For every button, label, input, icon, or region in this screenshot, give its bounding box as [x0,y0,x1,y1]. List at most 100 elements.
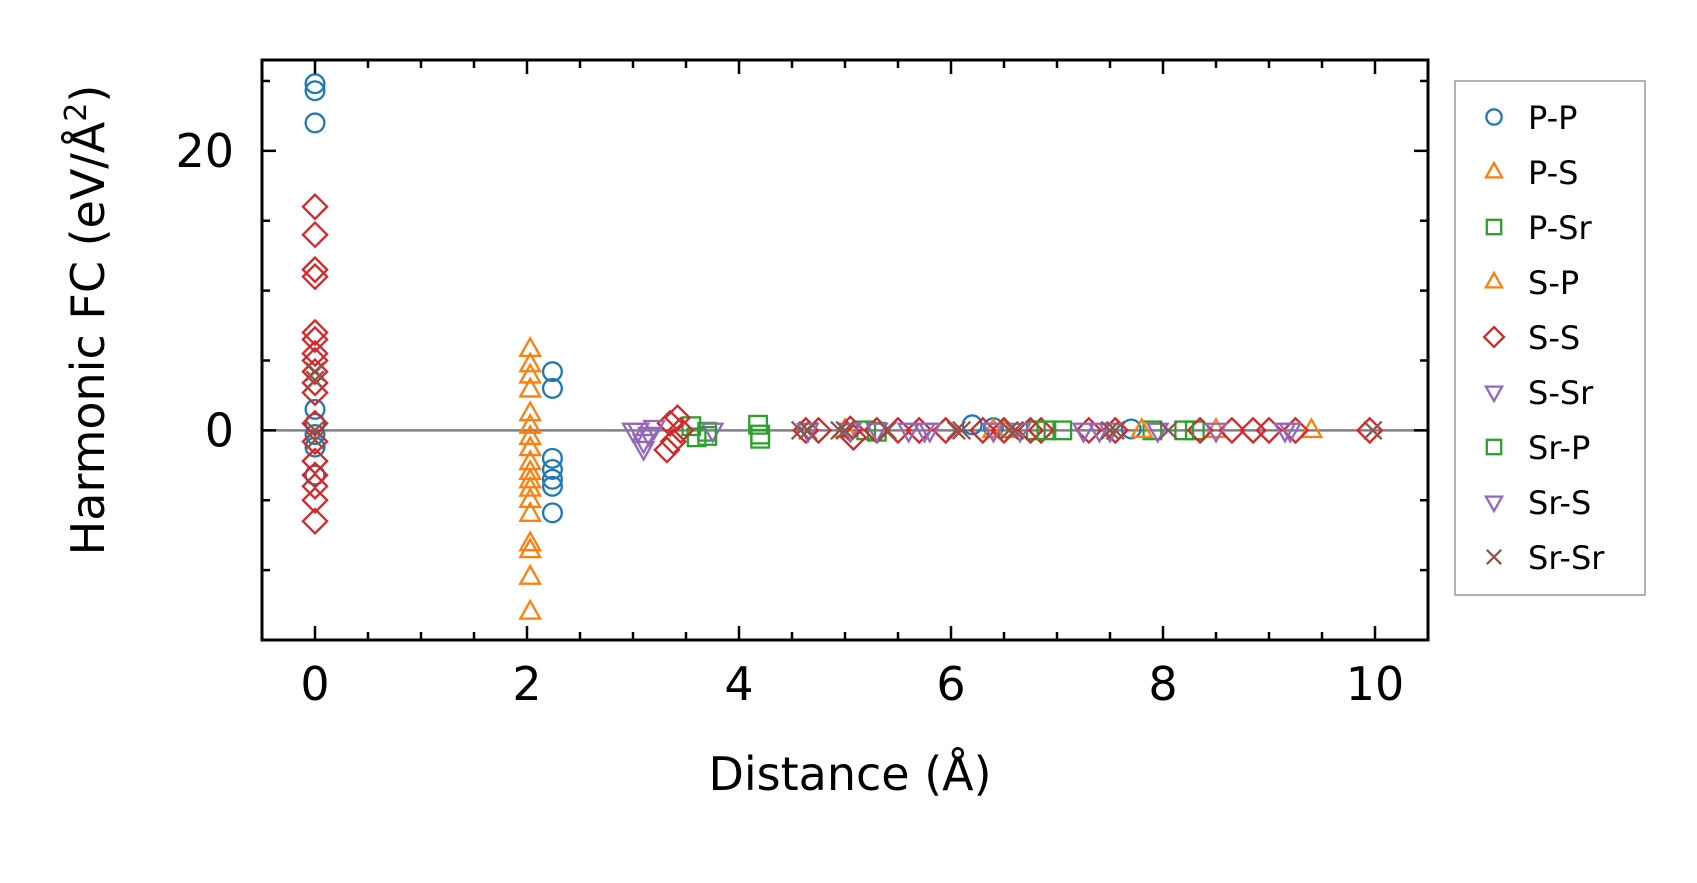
point-s-sr [642,419,667,441]
point-p-p [304,424,326,446]
point-s-s [301,409,329,438]
point-sr-sr [1100,420,1120,440]
point-s-s [301,325,329,354]
point-sr-sr [830,420,850,440]
point-p-p [304,398,326,420]
point-s-sr [896,422,921,444]
point-p-s [518,475,543,497]
point-p-sr [686,427,707,448]
point-sr-sr [1363,420,1383,440]
point-p-s [518,376,543,398]
legend-item-p-p: P-P [1485,99,1577,137]
point-sr-p [1036,420,1057,441]
point-sr-sr [999,420,1019,440]
point-s-s [301,262,329,291]
legend-marker-sr-p [1485,438,1503,456]
legend-item-p-sr: P-Sr [1485,209,1592,247]
legend-marker-s-p [1483,270,1505,289]
legend-item-s-sr: S-Sr [1483,374,1594,412]
point-sr-s [621,422,645,444]
point-sr-sr [1158,420,1178,440]
point-sr-p [697,426,718,446]
point-sr-sr [946,420,966,440]
point-p-p [541,502,563,524]
point-p-p [304,112,326,134]
legend-marker-sr-s [1483,495,1505,514]
point-s-s [653,436,681,464]
legend-item-s-p: S-P [1483,264,1579,302]
legend-label-sr-s: Sr-S [1528,484,1591,522]
point-s-s [969,416,997,445]
legend-label-p-p: P-P [1528,99,1577,137]
point-s-s [301,318,329,347]
point-sr-s [631,440,656,462]
point-p-s [518,412,543,434]
legend-marker-s-sr [1483,385,1505,404]
point-s-s [659,427,688,456]
point-sr-sr [951,420,972,440]
legend-marker-p-sr [1485,218,1503,236]
point-p-s [518,563,543,585]
x-tick-label: 8 [1148,657,1177,711]
x-tick-label: 0 [300,657,329,711]
point-s-sr [700,422,725,444]
point-s-s [663,404,692,432]
point-sr-sr [798,420,818,440]
point-p-s [518,424,543,446]
legend-item-s-s: S-S [1482,319,1580,357]
point-sr-sr [877,420,898,440]
point-s-sr [1145,422,1170,444]
legend-item-sr-s: Sr-S [1483,484,1591,522]
point-p-p [541,468,563,490]
point-s-s [301,193,329,221]
point-p-p [1120,418,1142,440]
y-tick-label: 20 [175,124,234,178]
x-tick-label: 6 [936,657,965,711]
data-points [301,73,1384,620]
legend-marker-sr-sr [1485,548,1503,566]
point-p-s [518,351,543,373]
y-tick-label: 0 [205,403,234,457]
point-p-p [541,377,563,399]
point-p-p [304,412,326,434]
point-p-p [304,80,326,102]
point-p-s [518,537,543,559]
x-tick-label: 4 [724,657,753,711]
legend-label-p-sr: P-Sr [1528,209,1592,247]
point-p-s [518,530,543,552]
point-s-sr [1204,422,1228,444]
point-p-s [518,500,543,522]
legend-marker-s-s [1482,325,1506,349]
point-s-s [1027,416,1055,445]
legend-label-s-p: S-P [1528,264,1579,302]
point-s-s [301,357,329,386]
point-p-sr [1142,420,1163,441]
point-p-s [518,486,543,508]
point-s-s [301,486,329,514]
point-sr-sr [1105,420,1125,440]
tick-labels: 0 2 4 6 8 10 0 20 [175,124,1404,711]
y-axis-label: Harmonic FC (eV/Å2) [59,85,115,556]
y-axis-label-main: Harmonic FC (eV/Å [61,121,115,555]
legend-label-s-s: S-S [1528,319,1580,357]
point-s-sr [1071,422,1096,444]
point-sr-sr [305,430,325,450]
legend-label-sr-p: Sr-P [1528,429,1590,467]
point-s-s [301,255,329,284]
point-p-s [518,362,543,384]
point-s-s [1075,416,1103,445]
y-axis-label-close: ) [61,85,115,103]
legend-marker-p-p [1485,108,1503,126]
point-s-s [301,507,329,535]
point-s-s [666,416,695,445]
point-sr-sr [305,370,325,390]
point-s-s [301,220,329,249]
legend: P-P P-S P-Sr S-P S-S S-Sr Sr-P Sr-S Sr-Sr [1454,80,1646,596]
legend-item-sr-sr: Sr-Sr [1485,539,1605,577]
x-tick-label: 10 [1346,657,1405,711]
point-sr-s [1087,422,1112,444]
legend-item-p-s: P-S [1483,154,1578,192]
point-s-s [1281,416,1310,445]
point-p-s [518,598,543,620]
